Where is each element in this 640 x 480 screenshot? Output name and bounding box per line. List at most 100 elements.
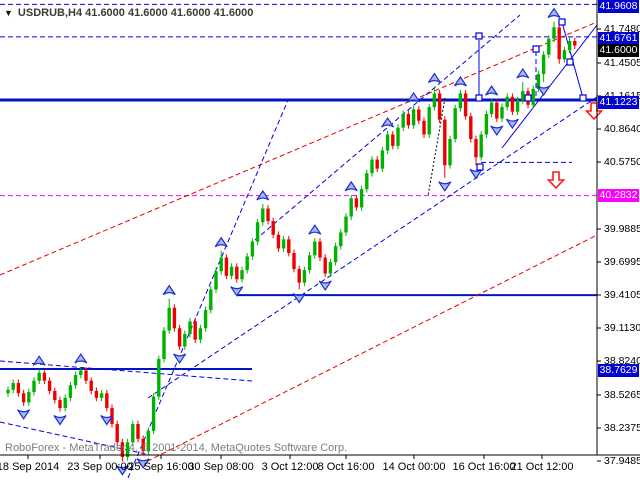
candle-body — [375, 159, 379, 169]
candle-body — [105, 393, 109, 409]
candle-body — [11, 382, 15, 390]
candle-body — [417, 109, 421, 121]
x-axis-tick-label: 16 Oct 16:00 — [452, 461, 516, 473]
fractal-up-icon — [308, 224, 322, 235]
candle-body — [469, 116, 473, 140]
fractal-up-icon — [256, 189, 270, 201]
candle-body — [209, 289, 213, 311]
candle-body — [177, 328, 182, 347]
selection-handle — [532, 45, 540, 53]
candle-body — [32, 380, 36, 393]
price-level-badge: 41.6000 — [598, 44, 639, 57]
trendline[interactable] — [0, 421, 151, 456]
fractal-up-icon — [162, 284, 176, 296]
fractal-down-icon — [490, 125, 504, 137]
sell-signal-arrow-icon[interactable] — [546, 171, 566, 190]
candle-body — [281, 239, 286, 249]
candle-body — [370, 159, 374, 174]
candle-body — [146, 430, 151, 452]
selection-handle — [476, 163, 484, 171]
candle-body — [396, 127, 400, 146]
x-axis-tick-label: 3 Oct 12:00 — [261, 461, 319, 473]
y-axis-tick-label: 39.6995 — [604, 256, 640, 268]
candle-body — [313, 241, 317, 256]
candle-body — [58, 400, 62, 409]
symbol-dropdown-icon[interactable]: ▼ — [4, 8, 13, 18]
candle-body — [16, 382, 21, 394]
candle-body — [261, 208, 265, 223]
y-axis-tick-label: 38.5265 — [604, 389, 640, 401]
y-axis-tick-label: 39.4105 — [604, 289, 640, 301]
candle-body — [115, 424, 119, 443]
candle-body — [287, 239, 291, 254]
candle-body — [515, 100, 520, 112]
chart-title-bar: ▼ USDRUB,H4 41.6000 41.6000 41.6000 41.6… — [4, 7, 253, 19]
candle-body — [479, 134, 483, 158]
candle-body — [84, 370, 88, 381]
selection-handle — [579, 94, 587, 102]
trendline[interactable] — [254, 14, 521, 241]
candle-body — [172, 307, 177, 329]
fractal-down-icon — [230, 286, 244, 297]
candle-body — [411, 109, 416, 126]
candle-body — [47, 380, 52, 391]
candle-body — [120, 442, 125, 458]
candle-body — [297, 268, 301, 283]
candle-body — [266, 208, 270, 222]
candle-body — [401, 113, 405, 128]
candle-body — [302, 270, 307, 283]
candle-body — [42, 372, 47, 381]
candle-body — [484, 113, 489, 135]
candle-body — [443, 119, 447, 166]
candle-body — [495, 102, 499, 119]
candle-body — [333, 246, 338, 263]
y-axis-tick-label: 39.9885 — [604, 223, 640, 235]
copyright-text: RoboForex - MetaTrader 4, © 2001-2014, M… — [5, 442, 348, 454]
candle-body — [547, 38, 551, 55]
candle-body — [214, 271, 218, 290]
fractal-up-icon — [381, 116, 395, 128]
candle-body — [458, 93, 463, 109]
candle-body — [53, 390, 57, 401]
x-axis-tick-label: 21 Oct 12:00 — [510, 461, 574, 473]
candle-body — [391, 134, 395, 146]
candle-body — [463, 93, 468, 117]
candle-body — [188, 321, 192, 334]
price-level-badge: 41.9608 — [598, 0, 639, 13]
candle-body — [250, 241, 255, 257]
fractal-down-icon — [115, 465, 129, 476]
candle-body — [432, 93, 437, 108]
candle-body — [562, 50, 567, 60]
symbol-quote-text: USDRUB,H4 41.6000 41.6000 41.6000 41.600… — [17, 7, 254, 19]
candle-body — [406, 113, 411, 126]
candle-body — [541, 54, 546, 75]
candle-body — [521, 91, 525, 101]
fractal-up-icon — [547, 7, 561, 19]
fractal-down-icon — [537, 85, 551, 97]
candle-body — [240, 270, 244, 280]
candle-body — [276, 234, 281, 249]
candle-body — [141, 438, 145, 452]
trendline[interactable] — [0, 21, 598, 276]
candle-body — [183, 333, 187, 347]
candle-body — [157, 359, 161, 397]
candle-body — [151, 396, 156, 431]
fractal-down-icon — [100, 414, 114, 426]
candle-body — [235, 266, 239, 280]
fractal-down-icon — [318, 280, 332, 292]
trendline[interactable] — [139, 234, 598, 466]
fractal-down-icon — [17, 409, 31, 420]
candle-body — [125, 442, 130, 458]
candle-body — [359, 189, 364, 208]
trendline[interactable] — [147, 96, 598, 399]
selection-handle — [475, 32, 483, 40]
selection-handle — [524, 94, 532, 102]
candle-body — [27, 392, 31, 403]
candle-body — [229, 266, 234, 276]
trendline[interactable] — [427, 97, 446, 197]
candle-body — [500, 107, 504, 119]
candle-body — [474, 139, 478, 158]
candle-body — [307, 255, 312, 271]
candle-body — [328, 262, 333, 274]
